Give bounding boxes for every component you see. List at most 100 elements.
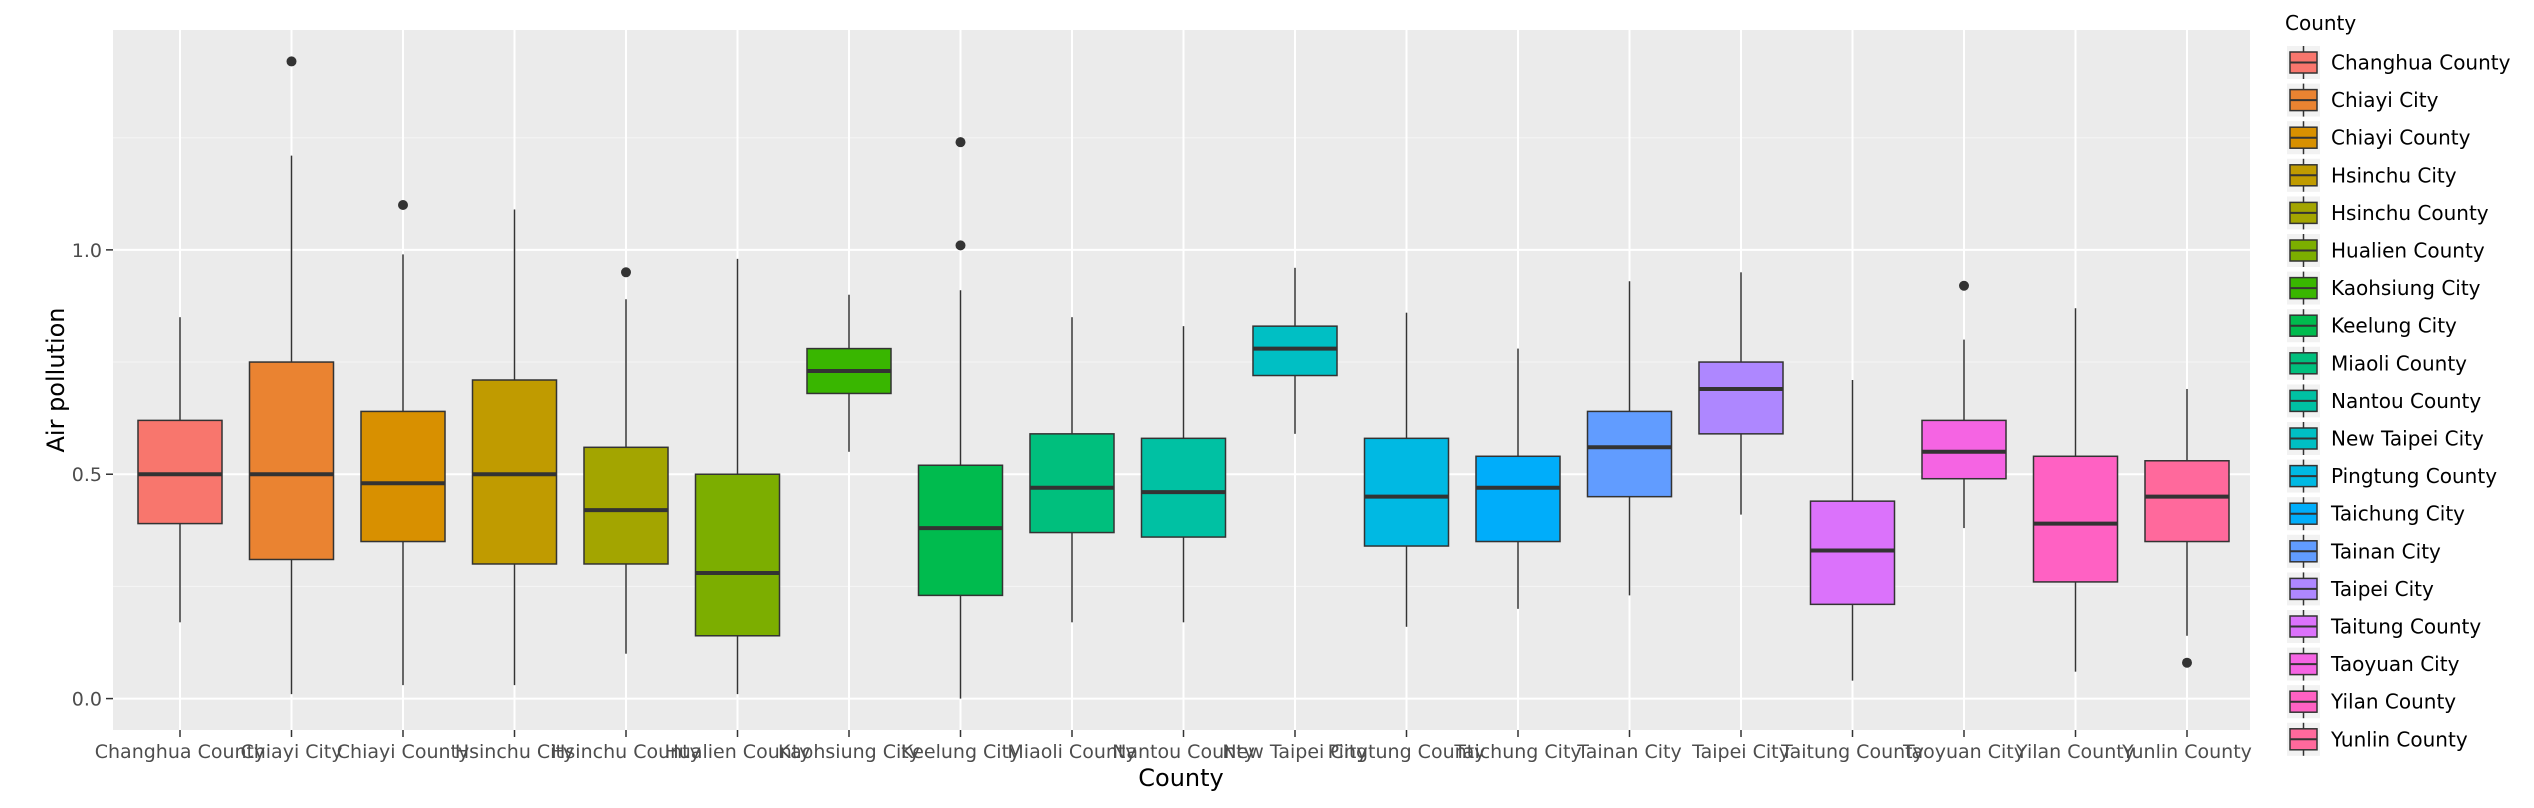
box-body xyxy=(1809,500,1896,606)
boxes-layer xyxy=(137,56,2230,699)
legend-item: Nantou County xyxy=(2287,384,2481,418)
y-tick-label: 1.0 xyxy=(72,240,102,262)
legend-item: Miaoli County xyxy=(2287,346,2467,380)
outlier-point xyxy=(621,267,631,278)
box-body xyxy=(1140,437,1227,538)
x-tick-label: Chiayi County xyxy=(337,741,469,763)
legend-label: Yilan County xyxy=(2330,690,2456,714)
box-body xyxy=(1363,437,1450,547)
box-chiayi-city xyxy=(248,56,335,695)
box-body xyxy=(1029,433,1115,534)
x-tick-label: Changhua County xyxy=(95,741,266,763)
legend-item: Tainan City xyxy=(2287,534,2441,568)
legend-item: New Taipei City xyxy=(2287,422,2484,455)
legend: County Changhua County Chiayi City Chiayi … xyxy=(2285,11,2511,756)
legend-label: Miaoli County xyxy=(2331,351,2467,375)
outlier-point xyxy=(955,137,966,148)
x-tick-label: Taitung County xyxy=(1780,741,1924,763)
box-body xyxy=(1698,361,1784,435)
box-new-taipei-city xyxy=(1252,267,1338,434)
box-body xyxy=(583,446,669,565)
legend-label: Kaohsiung City xyxy=(2331,276,2481,300)
legend-label: Hsinchu County xyxy=(2331,201,2489,225)
box-taitung-county xyxy=(1809,380,1896,681)
legend-item: Pingtung County xyxy=(2287,459,2497,493)
x-tick-label: Keelung City xyxy=(901,741,1021,763)
box-body xyxy=(1586,410,1673,498)
box-body xyxy=(1475,455,1561,543)
outlier-point xyxy=(398,200,408,210)
legend-label: Yunlin County xyxy=(2330,727,2468,751)
box-body xyxy=(2032,455,2119,583)
legend-item: Keelung City xyxy=(2287,309,2457,343)
legend-label: Taichung City xyxy=(2330,502,2465,526)
x-axis-title: County xyxy=(1138,764,1223,792)
x-tick-label: Yilan County xyxy=(2015,741,2135,763)
box-chiayi-county xyxy=(360,200,446,686)
legend-label: Nantou County xyxy=(2331,389,2481,413)
x-tick-label: Taoyuan City xyxy=(1902,741,2025,763)
legend-item: Taipei City xyxy=(2287,572,2434,606)
box-kaohsiung-city xyxy=(806,294,892,452)
legend-item: Taoyuan City xyxy=(2287,647,2460,681)
legend-label: Changhua County xyxy=(2331,51,2511,75)
x-tick-label: Kaohsiung City xyxy=(778,741,920,763)
x-tick-label: Yunlin County xyxy=(2121,741,2252,763)
box-pingtung-county xyxy=(1363,312,1450,627)
legend-item: Changhua County xyxy=(2287,46,2511,79)
legend-label: Taipei City xyxy=(2330,577,2434,601)
box-body xyxy=(1252,325,1338,377)
box-taoyuan-city xyxy=(1921,280,2007,529)
box-changhua-county xyxy=(137,317,223,623)
x-tick-label: Chiayi City xyxy=(240,741,342,763)
box-yilan-county xyxy=(2032,308,2119,672)
x-tick-label: New Taipei City xyxy=(1222,741,1367,763)
box-tainan-city xyxy=(1586,281,1673,596)
x-tick-label: Taichung City xyxy=(1453,741,1581,763)
box-hsinchu-city xyxy=(471,209,558,686)
legend-item: Taitung County xyxy=(2287,610,2481,643)
box-hsinchu-county xyxy=(583,267,669,654)
box-body xyxy=(360,410,446,543)
legend-item: Hualien County xyxy=(2287,234,2485,267)
legend-label: Chiayi City xyxy=(2331,88,2439,112)
legend-item: Yunlin County xyxy=(2287,722,2468,756)
box-yunlin-county xyxy=(2144,388,2230,668)
box-nantou-county xyxy=(1140,326,1227,623)
y-axis: 0.0 0.5 1.0 xyxy=(72,240,113,711)
box-taichung-city xyxy=(1475,348,1561,609)
x-tick-label: Hsinchu County xyxy=(551,741,701,763)
legend-title: County xyxy=(2285,11,2356,35)
legend-item: Hsinchu County xyxy=(2287,196,2489,230)
legend-item: Yilan County xyxy=(2287,685,2456,719)
x-tick-label: Pingtung County xyxy=(1328,741,1486,763)
legend-item: Hsinchu City xyxy=(2287,158,2457,192)
y-tick-label: 0.5 xyxy=(72,464,102,486)
legend-item: Taichung City xyxy=(2287,497,2465,531)
x-tick-label: Hualien County xyxy=(665,741,811,763)
x-tick-label: Miaoli County xyxy=(1007,741,1136,763)
box-body xyxy=(1921,419,2007,480)
legend-label: Taoyuan City xyxy=(2330,652,2460,676)
legend-label: Tainan City xyxy=(2330,539,2441,563)
legend-item: Chiayi County xyxy=(2287,121,2471,155)
legend-item: Chiayi City xyxy=(2287,83,2439,117)
legend-label: Taitung County xyxy=(2330,615,2481,639)
outlier-point xyxy=(955,240,966,251)
legend-label: Hsinchu City xyxy=(2331,163,2457,187)
legend-label: Hualien County xyxy=(2331,239,2485,263)
x-tick-label: Tainan City xyxy=(1576,741,1681,763)
outlier-point xyxy=(1959,280,1969,291)
box-hualien-county xyxy=(694,258,781,695)
y-tick-label: 0.0 xyxy=(72,689,102,711)
x-tick-label: Hsinchu City xyxy=(455,741,574,763)
box-taipei-city xyxy=(1698,272,1784,515)
legend-label: New Taipei City xyxy=(2331,427,2484,451)
plot-panel xyxy=(113,30,2250,730)
x-tick-label: Nantou County xyxy=(1112,741,1255,763)
legend-label: Pingtung County xyxy=(2331,464,2497,488)
box-body xyxy=(917,464,1004,597)
box-body xyxy=(2144,460,2230,543)
legend-item: Kaohsiung City xyxy=(2287,271,2481,305)
